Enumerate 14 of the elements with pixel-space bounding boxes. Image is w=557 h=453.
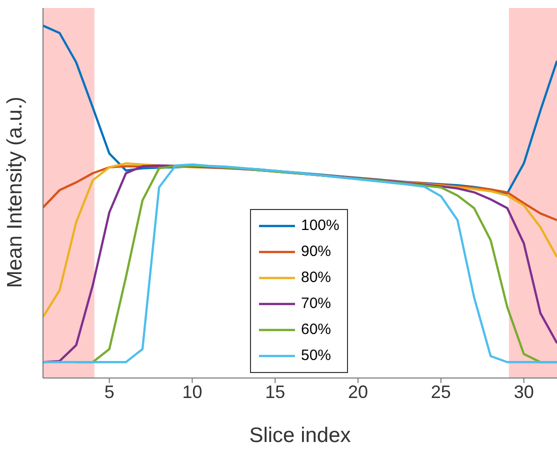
x-tick-label: 15 [265,382,286,402]
legend-label: 70% [301,294,332,314]
legend-label: 90% [301,242,332,262]
x-axis-title: Slice index [249,424,352,447]
legend-label: 80% [301,268,332,288]
x-tick-label: 20 [348,382,368,402]
legend-label: 50% [301,346,332,366]
x-tick-label: 5 [104,382,114,402]
x-tick-label: 10 [182,382,202,402]
legend-label: 100% [301,216,340,236]
legend-label: 60% [301,320,332,340]
x-tick-label: 25 [430,382,451,402]
x-tick-label: 30 [514,382,534,402]
y-axis-title: Mean Intensity (a.u.) [3,96,26,288]
